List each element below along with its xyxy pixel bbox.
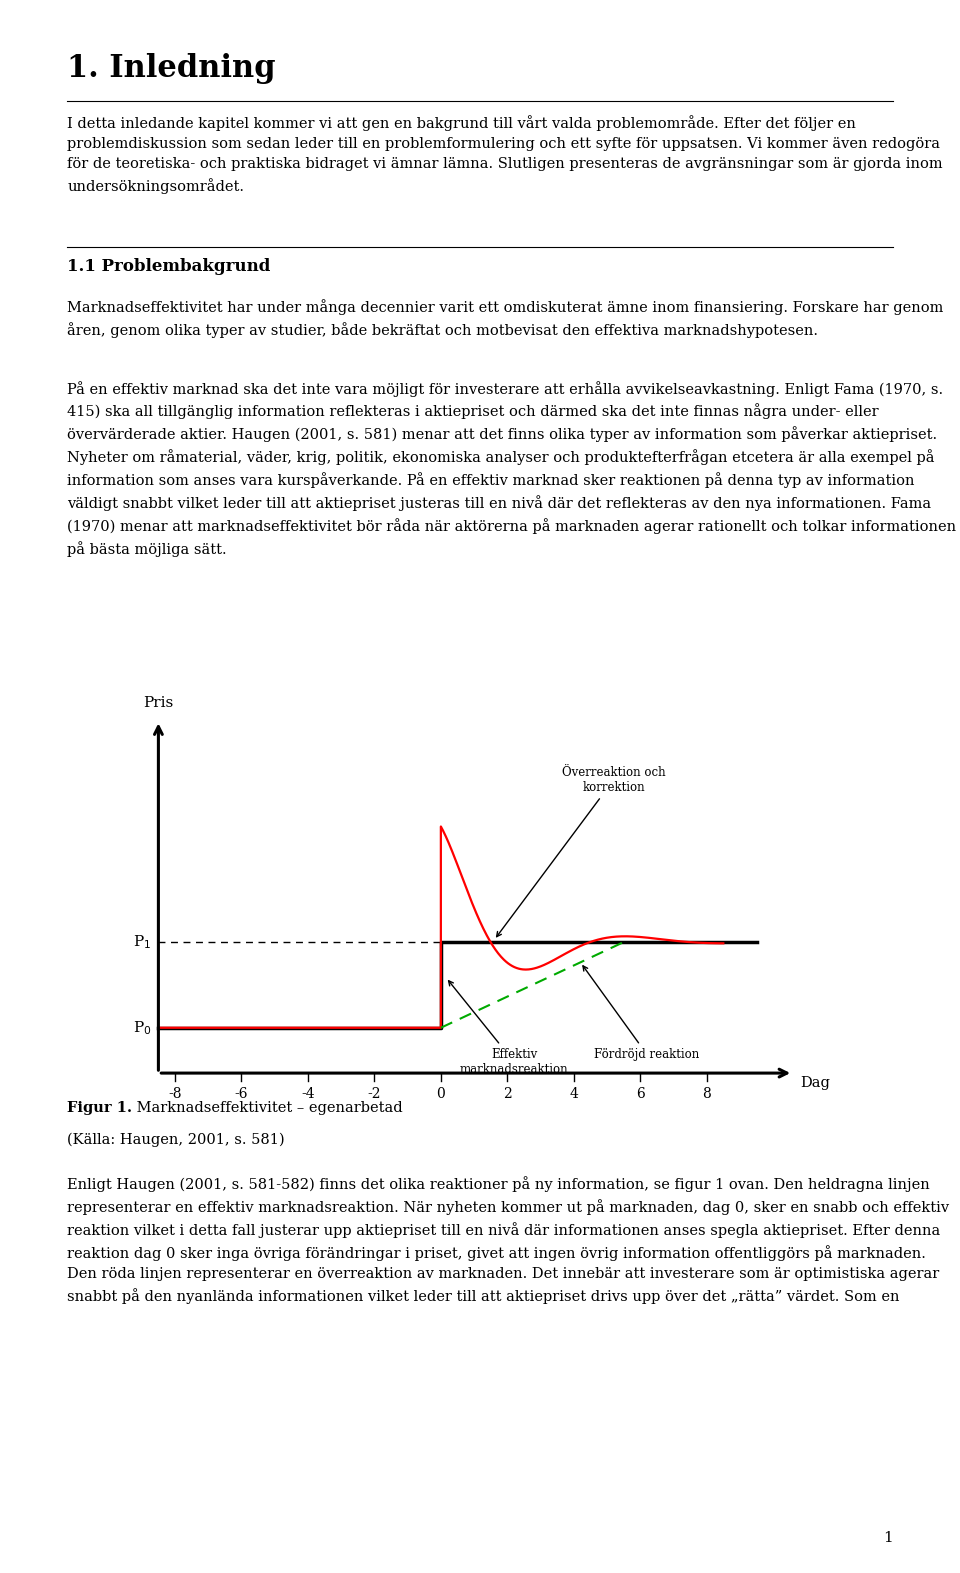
Text: 2: 2	[503, 1087, 512, 1101]
Text: Överreaktion och
korrektion: Överreaktion och korrektion	[496, 766, 665, 936]
Text: -6: -6	[235, 1087, 249, 1101]
Text: -4: -4	[301, 1087, 315, 1101]
Text: 6: 6	[636, 1087, 644, 1101]
Text: -2: -2	[368, 1087, 381, 1101]
Text: Marknadseffektivitet har under många decennier varit ett omdiskuterat ämne inom : Marknadseffektivitet har under många dec…	[67, 299, 944, 338]
Text: Marknadseffektivitet – egenarbetad: Marknadseffektivitet – egenarbetad	[132, 1101, 403, 1115]
Text: På en effektiv marknad ska det inte vara möjligt för investerare att erhålla avv: På en effektiv marknad ska det inte vara…	[67, 381, 956, 557]
Text: Fördröjd reaktion: Fördröjd reaktion	[583, 966, 700, 1060]
Text: Effektiv
marknadsreaktion: Effektiv marknadsreaktion	[448, 980, 568, 1076]
Text: P$_0$: P$_0$	[132, 1019, 151, 1037]
Text: Dag: Dag	[800, 1076, 829, 1090]
Text: 0: 0	[437, 1087, 445, 1101]
Text: (Källa: Haugen, 2001, s. 581): (Källa: Haugen, 2001, s. 581)	[67, 1133, 285, 1147]
Text: Figur 1.: Figur 1.	[67, 1101, 132, 1115]
Text: Enligt Haugen (2001, s. 581-582) finns det olika reaktioner på ny information, s: Enligt Haugen (2001, s. 581-582) finns d…	[67, 1177, 949, 1304]
Text: Pris: Pris	[143, 697, 174, 711]
Text: P$_1$: P$_1$	[132, 933, 151, 952]
Text: 8: 8	[703, 1087, 711, 1101]
Text: I detta inledande kapitel kommer vi att gen en bakgrund till vårt valda problemo: I detta inledande kapitel kommer vi att …	[67, 115, 943, 193]
Text: -8: -8	[168, 1087, 181, 1101]
Text: 1.1 Problembakgrund: 1.1 Problembakgrund	[67, 258, 271, 275]
Text: 1: 1	[883, 1531, 893, 1545]
Text: 4: 4	[569, 1087, 578, 1101]
Text: 1. Inledning: 1. Inledning	[67, 53, 276, 85]
